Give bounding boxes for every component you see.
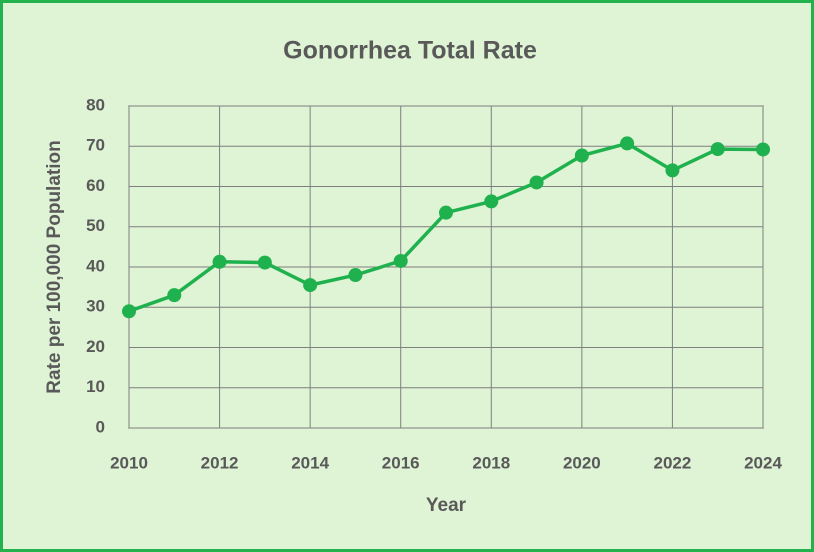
marker (122, 304, 136, 319)
marker (212, 254, 227, 269)
marker (665, 163, 680, 178)
marker (439, 205, 453, 220)
y-tick-label: 50 (86, 216, 105, 235)
marker (710, 142, 725, 157)
x-tick-label: 2020 (563, 453, 601, 472)
y-tick-label: 30 (86, 297, 105, 316)
y-tick-label: 80 (86, 95, 105, 114)
marker (257, 255, 272, 270)
marker (303, 278, 318, 293)
marker (393, 253, 408, 268)
chart-title: Gonorrhea Total Rate (283, 37, 537, 65)
x-tick-label: 2018 (472, 453, 510, 472)
marker (529, 175, 544, 190)
x-tick-label: 2024 (744, 453, 782, 472)
marker (484, 194, 499, 209)
marker (574, 148, 589, 163)
x-tick-label: 2012 (201, 453, 239, 472)
marker (756, 142, 770, 157)
y-tick-label: 0 (96, 417, 105, 436)
x-tick-label: 2022 (654, 453, 692, 472)
y-axis-label: Rate per 100,000 Population (44, 140, 65, 393)
x-tick-label: 2014 (291, 453, 329, 472)
y-tick-label: 20 (86, 337, 105, 356)
marker (167, 288, 182, 303)
y-tick-label: 60 (86, 176, 105, 195)
x-tick-label: 2016 (382, 453, 420, 472)
y-tick-label: 10 (86, 377, 105, 396)
x-axis-label: Year (426, 495, 467, 516)
marker (620, 136, 635, 151)
x-tick-label: 2010 (110, 453, 148, 472)
y-tick-label: 70 (86, 136, 105, 155)
marker (348, 268, 363, 283)
y-tick-label: 40 (86, 256, 105, 275)
